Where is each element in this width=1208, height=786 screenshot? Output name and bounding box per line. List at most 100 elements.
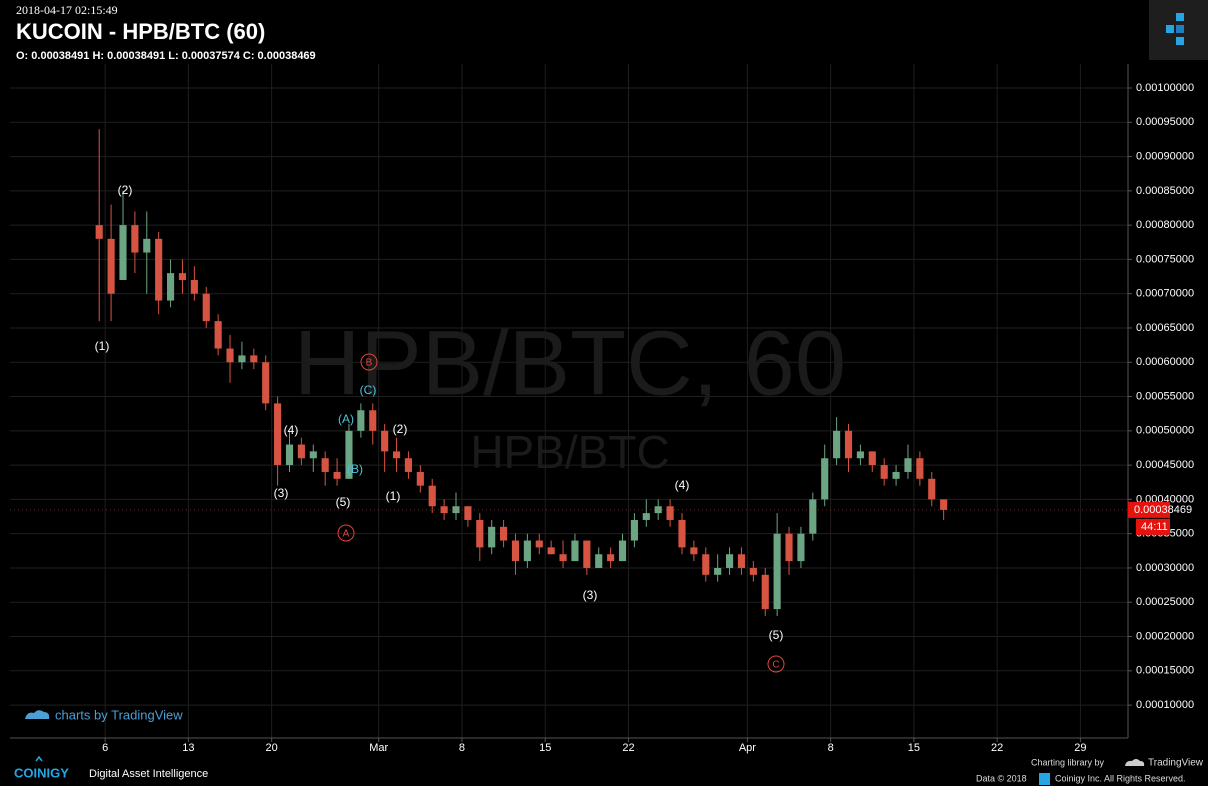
wave-label: (2) bbox=[393, 422, 408, 436]
watermark-sub: HPB/BTC bbox=[470, 426, 669, 478]
candle-body bbox=[904, 458, 912, 472]
candle-body bbox=[238, 355, 246, 363]
candle-body bbox=[321, 458, 329, 472]
logo-square bbox=[1176, 25, 1184, 33]
x-tick-label: 13 bbox=[182, 742, 194, 754]
last-price-box bbox=[1128, 501, 1170, 518]
y-tick-label: 0.00050000 bbox=[1136, 425, 1194, 437]
candle-body bbox=[297, 444, 305, 459]
candle-body bbox=[250, 355, 258, 363]
candle-body bbox=[571, 540, 579, 562]
candle-body bbox=[666, 506, 674, 520]
candle-body bbox=[523, 540, 531, 562]
x-tick-label: Apr bbox=[739, 742, 756, 754]
wave-circle bbox=[360, 353, 378, 371]
x-tick-label: 6 bbox=[102, 742, 108, 754]
logo-square bbox=[1166, 25, 1174, 33]
candle-body bbox=[809, 499, 817, 534]
x-tick-label: 22 bbox=[991, 742, 1003, 754]
candle-body bbox=[630, 519, 638, 541]
candle-body bbox=[262, 362, 270, 404]
wave-label: (5) bbox=[769, 628, 784, 642]
candle-body bbox=[511, 540, 520, 562]
candle-body bbox=[535, 540, 543, 548]
candle-body bbox=[916, 458, 924, 479]
candle-body bbox=[190, 279, 198, 294]
x-tick-label: 20 bbox=[266, 742, 278, 754]
candle-body bbox=[404, 458, 413, 472]
tv-cloud-icon bbox=[25, 710, 50, 719]
candle-body bbox=[131, 225, 139, 253]
candle-body bbox=[202, 293, 210, 322]
wave-label: (1) bbox=[95, 339, 110, 353]
x-tick-label: 29 bbox=[1074, 742, 1086, 754]
candle-body bbox=[714, 567, 722, 575]
candle-body bbox=[226, 348, 234, 363]
candle-body bbox=[119, 225, 127, 280]
x-tick-label: 15 bbox=[539, 742, 551, 754]
candle-body bbox=[844, 430, 853, 459]
tv-credit[interactable]: charts by TradingView bbox=[25, 707, 183, 722]
data-credit: Data © 2018 bbox=[976, 773, 1027, 783]
logo-square bbox=[1176, 13, 1184, 21]
candle-body bbox=[690, 547, 698, 555]
x-tick-label: 22 bbox=[622, 742, 634, 754]
y-tick-label: 0.00090000 bbox=[1136, 150, 1194, 162]
candle-body bbox=[892, 471, 900, 479]
logo bbox=[1149, 0, 1208, 60]
wave-label: (1) bbox=[386, 489, 401, 503]
library-icon bbox=[1125, 759, 1145, 766]
candle-body bbox=[428, 485, 436, 507]
candle-body bbox=[940, 499, 948, 510]
candle-body bbox=[880, 465, 888, 479]
wave-label: B bbox=[366, 358, 373, 369]
x-tick-label: Mar bbox=[369, 742, 388, 754]
candle-body bbox=[749, 567, 757, 575]
y-tick-label: 0.00055000 bbox=[1136, 390, 1194, 402]
wave-label: (4) bbox=[284, 423, 299, 437]
y-tick-label: 0.00065000 bbox=[1136, 322, 1194, 334]
candle-body bbox=[618, 540, 627, 562]
candle-body bbox=[559, 554, 567, 562]
wave-label: (2) bbox=[118, 183, 133, 197]
candle-body bbox=[725, 554, 734, 568]
candle-body bbox=[607, 554, 615, 562]
y-tick-label: 0.00045000 bbox=[1136, 459, 1194, 471]
y-tick-label: 0.00075000 bbox=[1136, 253, 1194, 265]
candle-body bbox=[333, 471, 341, 479]
wave-label: (3) bbox=[583, 588, 598, 602]
wave-label: A bbox=[343, 529, 350, 540]
wave-circle bbox=[767, 655, 785, 673]
logo-square bbox=[1176, 37, 1184, 45]
candle-body bbox=[476, 519, 484, 548]
candle-body bbox=[547, 547, 555, 555]
candle-body bbox=[583, 540, 591, 568]
wave-label: (B) bbox=[347, 462, 363, 476]
wave-circle bbox=[337, 524, 355, 542]
candle-body bbox=[95, 225, 103, 239]
candle-body bbox=[214, 321, 222, 349]
candle-body bbox=[702, 554, 710, 575]
candle-body bbox=[642, 513, 650, 520]
candle-body bbox=[452, 506, 460, 514]
y-tick-label: 0.00020000 bbox=[1136, 630, 1194, 642]
coinigy-icon bbox=[1039, 773, 1050, 785]
candle-body bbox=[678, 519, 686, 548]
candle-body bbox=[285, 444, 294, 466]
x-tick-label: 8 bbox=[828, 742, 834, 754]
candle-body bbox=[274, 403, 282, 466]
last-price-label: 0.00038469 bbox=[1134, 504, 1192, 516]
brand: COINIGY bbox=[14, 765, 69, 780]
y-tick-label: 0.00085000 bbox=[1136, 185, 1194, 197]
candle-body bbox=[381, 430, 389, 452]
candle-body bbox=[178, 273, 187, 280]
y-tick-label: 0.00010000 bbox=[1136, 699, 1194, 711]
wave-label: C bbox=[772, 660, 779, 671]
rights: Coinigy Inc. All Rights Reserved. bbox=[1055, 773, 1186, 783]
chart-title: KUCOIN - HPB/BTC (60) bbox=[16, 19, 265, 44]
axes: 0.00010000 0.00015000 0.00020000 0.00025000… bbox=[10, 64, 1194, 754]
candle-body bbox=[856, 451, 864, 459]
tv-credit-text[interactable]: charts by TradingView bbox=[55, 707, 183, 722]
y-tick-label: 0.00080000 bbox=[1136, 219, 1194, 231]
